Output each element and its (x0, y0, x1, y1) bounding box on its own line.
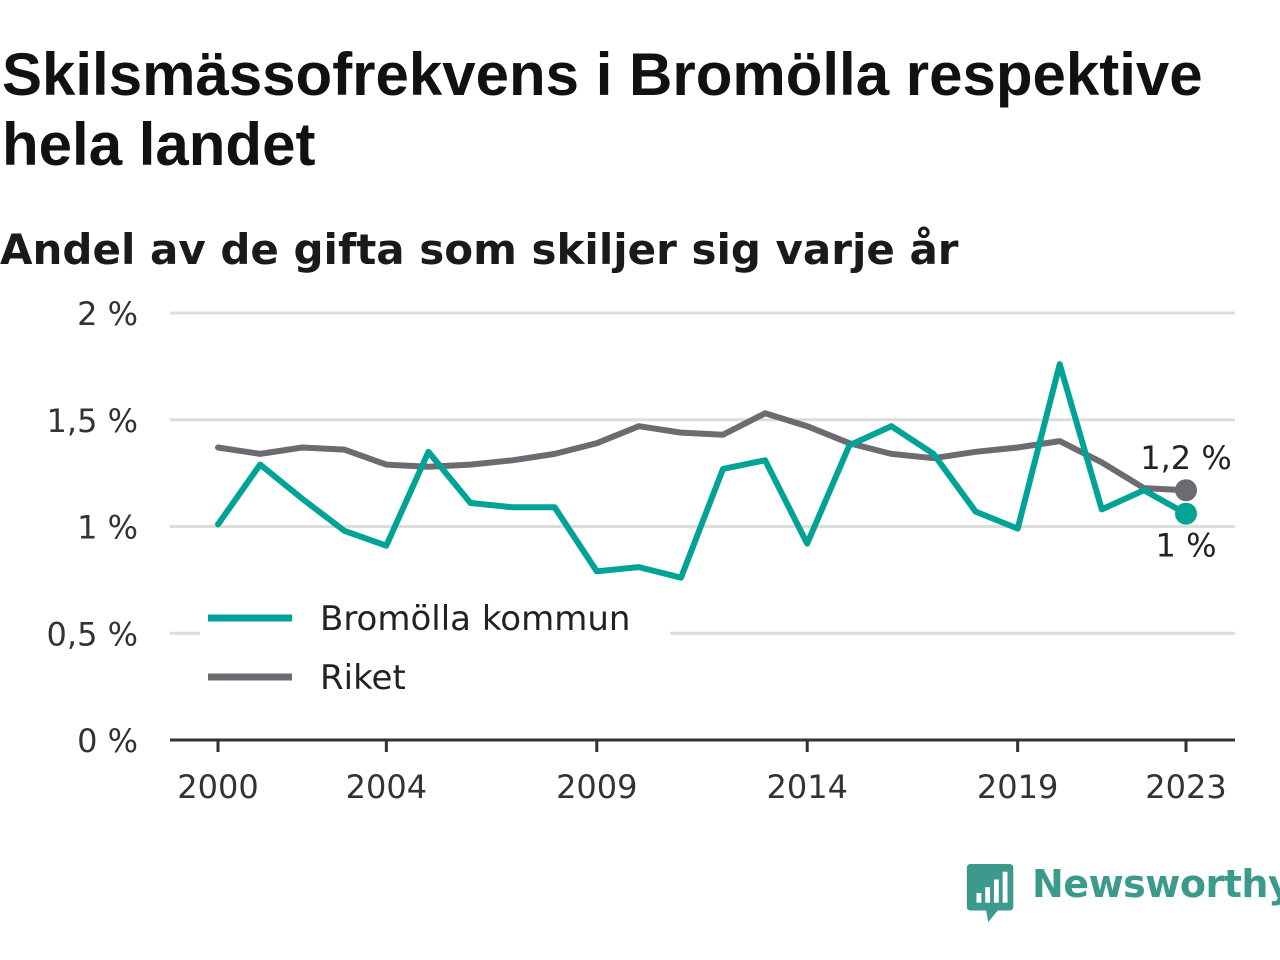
legend-label: Bromölla kommun (320, 599, 630, 639)
chart-title: Skilsmässofrekvens i Bromölla respektive… (2, 41, 1203, 178)
newsworthy-logo-icon (966, 864, 1014, 923)
series-line (215, 361, 1189, 581)
y-tick-label: 1 % (77, 509, 138, 547)
x-tick-label: 2009 (556, 768, 637, 806)
x-tick-label: 2023 (1145, 768, 1226, 806)
brand-name: Newsworthy (1032, 862, 1280, 906)
end-label: 1 % (1156, 527, 1217, 565)
x-tick-label: 2004 (346, 768, 427, 806)
x-tick-label: 2000 (177, 768, 258, 806)
end-marker (1175, 502, 1197, 525)
y-tick-label: 2 % (77, 295, 138, 333)
x-tick-label: 2014 (766, 768, 847, 806)
legend-label: Riket (320, 658, 406, 698)
x-tick-label: 2019 (977, 768, 1058, 806)
y-tick-label: 1,5 % (47, 402, 138, 440)
end-marker (1175, 479, 1197, 502)
legend-background (200, 590, 670, 710)
y-tick-label: 0 % (77, 722, 138, 760)
end-label: 1,2 % (1140, 439, 1231, 477)
series-line (215, 410, 1189, 494)
y-tick-label: 0,5 % (47, 615, 138, 653)
chart-subtitle: Andel av de gifta som skiljer sig varje … (0, 225, 959, 274)
